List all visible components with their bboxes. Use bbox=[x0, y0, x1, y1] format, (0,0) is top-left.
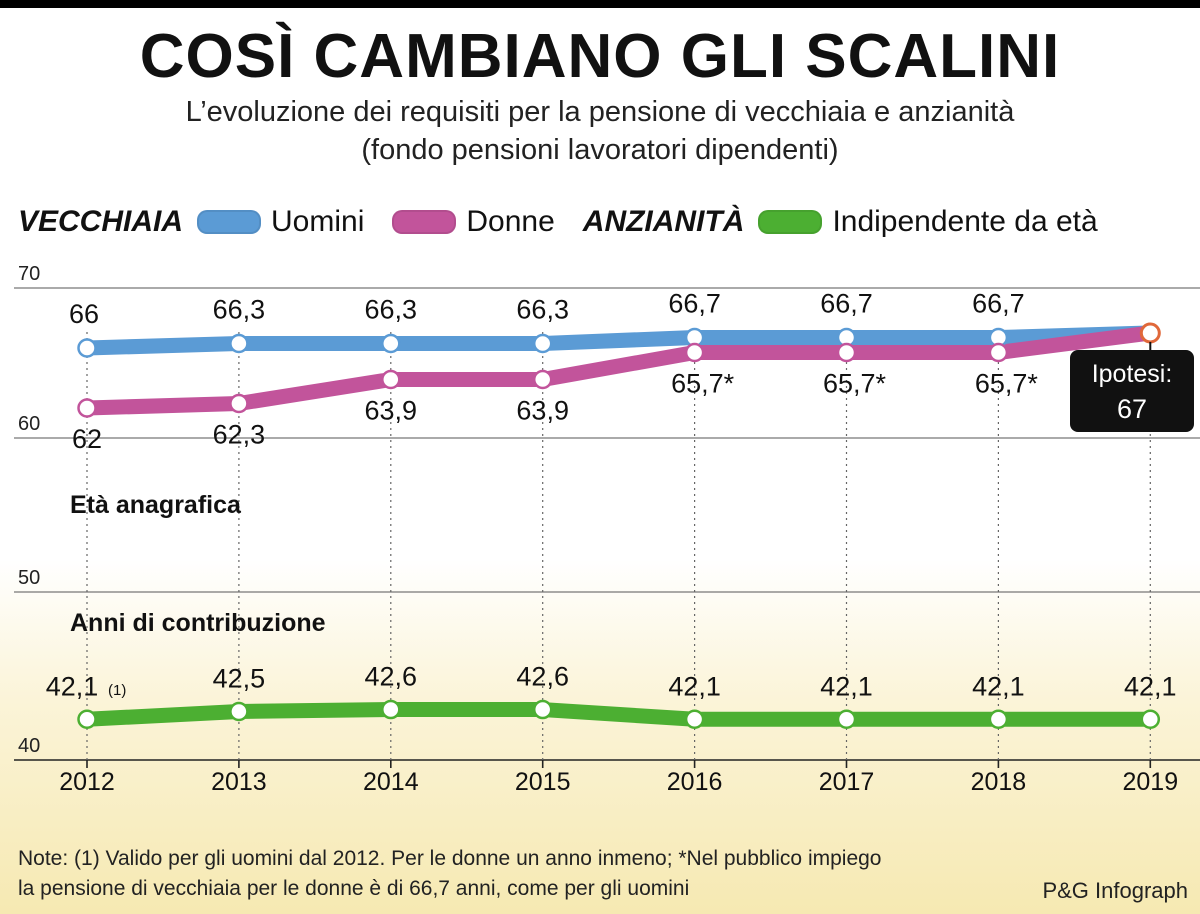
y-tick-label: 70 bbox=[18, 263, 40, 285]
x-tick-label: 2017 bbox=[819, 768, 875, 796]
x-tick-label: 2014 bbox=[363, 768, 419, 796]
note-line2: la pensione di vecchiaia per le donne è … bbox=[18, 877, 690, 900]
x-tick-label: 2015 bbox=[515, 768, 571, 796]
point-uomini-2015 bbox=[532, 333, 553, 354]
point-vecchiaia-2019 bbox=[1139, 322, 1161, 344]
point-anzianita-2016 bbox=[684, 709, 705, 730]
point-donne-2014 bbox=[381, 369, 401, 390]
series-line-uomini bbox=[79, 325, 1158, 356]
data-label-donne: 62,3 bbox=[213, 420, 266, 450]
y-tick-label: 40 bbox=[18, 735, 40, 757]
y-tick-label: 50 bbox=[18, 567, 40, 589]
point-anzianita-2017 bbox=[836, 709, 857, 730]
data-label-donne: 65,7* bbox=[823, 369, 887, 399]
data-label-donne: 65,7* bbox=[671, 369, 735, 399]
data-label-donne: 65,7* bbox=[975, 369, 1039, 399]
point-donne-2018 bbox=[988, 342, 1009, 363]
x-tick-label: 2012 bbox=[59, 768, 115, 796]
data-label-note: (1) bbox=[108, 682, 126, 699]
x-tick-label: 2018 bbox=[971, 768, 1027, 796]
data-label-uomini: 66,7 bbox=[668, 289, 721, 319]
chart-title: COSÌ CAMBIANO GLI SCALINI bbox=[139, 22, 1061, 91]
credit: P&G Infograph bbox=[1042, 878, 1188, 903]
data-label-donne: 62 bbox=[72, 424, 102, 454]
legend: VECCHIAIA Uomini Donne ANZIANITÀ Indipen… bbox=[18, 200, 1126, 244]
data-label-uomini: 66,7 bbox=[820, 289, 873, 319]
data-label-donne: 63,9 bbox=[365, 396, 418, 426]
point-donne-2013 bbox=[229, 393, 249, 414]
data-label-anzianita: 42,6 bbox=[516, 662, 569, 692]
point-donne-2016 bbox=[684, 342, 705, 363]
data-label-uomini: 66,3 bbox=[213, 295, 266, 325]
x-tick-label: 2019 bbox=[1122, 768, 1178, 796]
section-label-eta: Età anagrafica bbox=[70, 491, 242, 519]
y-tick-label: 60 bbox=[18, 413, 40, 435]
data-label-uomini: 66,7 bbox=[972, 289, 1025, 319]
ipotesi-box bbox=[1070, 350, 1194, 432]
legend-group-anzianita: ANZIANITÀ bbox=[582, 205, 745, 238]
point-anzianita-2015 bbox=[532, 699, 553, 720]
data-label-anzianita: 42,1 bbox=[46, 671, 99, 701]
note-line1: Note: (1) Valido per gli uomini dal 2012… bbox=[18, 847, 882, 870]
ipotesi-value: 67 bbox=[1117, 394, 1147, 424]
legend-label-donne: Donne bbox=[466, 205, 555, 238]
data-label-anzianita: 42,1 bbox=[820, 671, 873, 701]
point-anzianita-2018 bbox=[988, 709, 1009, 730]
point-anzianita-2019 bbox=[1140, 709, 1161, 730]
point-donne-2015 bbox=[532, 369, 553, 390]
data-label-uomini: 66 bbox=[69, 299, 99, 329]
legend-swatch-anzianita bbox=[758, 210, 823, 234]
chart-subtitle-line2: (fondo pensioni lavoratori dipendenti) bbox=[361, 134, 839, 166]
top-rule bbox=[0, 0, 1200, 8]
data-label-uomini: 66,3 bbox=[365, 295, 418, 325]
point-donne-2012 bbox=[77, 398, 97, 418]
data-label-anzianita: 42,1 bbox=[1124, 671, 1177, 701]
data-label-anzianita: 42,1 bbox=[972, 671, 1025, 701]
series-line-donne bbox=[79, 325, 1158, 416]
chart-subtitle-line1: L’evoluzione dei requisiti per la pensio… bbox=[185, 96, 1015, 128]
series-line-anzianita bbox=[79, 702, 1158, 727]
point-anzianita-2012 bbox=[77, 709, 97, 730]
x-tick-label: 2013 bbox=[211, 768, 267, 796]
ipotesi-label: Ipotesi: bbox=[1092, 360, 1173, 388]
section-label-contributi: Anni di contribuzione bbox=[70, 609, 326, 637]
legend-swatch-uomini bbox=[197, 210, 262, 234]
legend-group-vecchiaia: VECCHIAIA bbox=[18, 205, 184, 238]
point-donne-2017 bbox=[836, 342, 857, 363]
point-uomini-2014 bbox=[381, 333, 401, 354]
data-label-anzianita: 42,5 bbox=[213, 664, 266, 694]
point-uomini-2012 bbox=[77, 338, 97, 358]
notes: Note: (1) Valido per gli uomini dal 2012… bbox=[18, 844, 1118, 904]
data-label-anzianita: 42,6 bbox=[365, 662, 418, 692]
legend-label-anzianita: Indipendente da età bbox=[832, 205, 1098, 238]
point-anzianita-2014 bbox=[381, 699, 401, 720]
x-tick-label: 2016 bbox=[667, 768, 723, 796]
point-anzianita-2013 bbox=[229, 701, 249, 722]
data-label-anzianita: 42,1 bbox=[668, 671, 721, 701]
point-uomini-2013 bbox=[229, 333, 249, 354]
legend-label-uomini: Uomini bbox=[271, 205, 365, 238]
legend-swatch-donne bbox=[392, 210, 457, 234]
data-label-donne: 63,9 bbox=[516, 396, 569, 426]
data-label-uomini: 66,3 bbox=[516, 295, 569, 325]
